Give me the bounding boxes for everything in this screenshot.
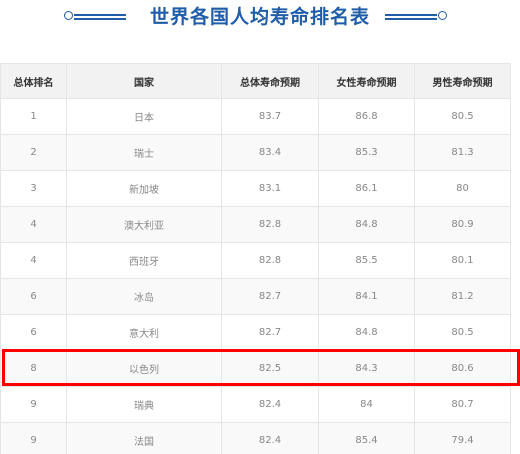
cell-male: 81.2 [414, 278, 511, 315]
cell-female: 84.8 [318, 314, 415, 351]
cell-female: 84.3 [318, 350, 415, 387]
cell-total: 82.4 [221, 422, 319, 454]
cell-female: 85.4 [318, 422, 415, 454]
title-bar: 世界各国人均寿命排名表 [0, 0, 520, 34]
cell-rank: 6 [0, 278, 67, 315]
cell-female: 85.3 [318, 134, 415, 171]
table-row: 9 瑞典 82.4 84 80.7 [0, 386, 511, 423]
cell-country: 瑞典 [66, 386, 222, 423]
table-row: 8 以色列 82.5 84.3 80.6 [0, 350, 511, 387]
life-expectancy-table: 总体排名 国家 总体寿命预期 女性寿命预期 男性寿命预期 1 日本 83.7 86.8… [0, 63, 511, 454]
cell-male: 80.1 [414, 242, 511, 279]
cell-male: 80.6 [414, 350, 511, 387]
cell-country: 瑞士 [66, 134, 222, 171]
cell-country: 以色列 [66, 350, 222, 387]
table-row: 4 西班牙 82.8 85.5 80.1 [0, 242, 511, 279]
cell-male: 79.4 [414, 422, 511, 454]
cell-male: 80 [414, 170, 511, 207]
cell-rank: 1 [0, 98, 67, 135]
title-decoration-right [385, 11, 447, 21]
cell-country: 澳大利亚 [66, 206, 222, 243]
cell-female: 86.8 [318, 98, 415, 135]
cell-country: 新加坡 [66, 170, 222, 207]
header-male: 男性寿命预期 [414, 63, 511, 99]
header-country: 国家 [66, 63, 222, 99]
cell-rank: 4 [0, 206, 67, 243]
table-row: 2 瑞士 83.4 85.3 81.3 [0, 134, 511, 171]
cell-female: 84.8 [318, 206, 415, 243]
cell-female: 86.1 [318, 170, 415, 207]
header-total: 总体寿命预期 [221, 63, 319, 99]
cell-male: 80.9 [414, 206, 511, 243]
cell-country: 西班牙 [66, 242, 222, 279]
table-header-row: 总体排名 国家 总体寿命预期 女性寿命预期 男性寿命预期 [0, 63, 511, 99]
cell-male: 81.3 [414, 134, 511, 171]
cell-male: 80.5 [414, 314, 511, 351]
cell-rank: 3 [0, 170, 67, 207]
cell-total: 82.8 [221, 242, 319, 279]
cell-total: 82.7 [221, 314, 319, 351]
cell-total: 83.1 [221, 170, 319, 207]
cell-total: 82.8 [221, 206, 319, 243]
cell-male: 80.5 [414, 98, 511, 135]
cell-rank: 8 [0, 350, 67, 387]
circle-icon [438, 11, 447, 20]
header-female: 女性寿命预期 [318, 63, 415, 99]
table-row: 6 冰岛 82.7 84.1 81.2 [0, 278, 511, 315]
cell-rank: 9 [0, 422, 67, 454]
table-body: 1 日本 83.7 86.8 80.5 2 瑞士 83.4 85.3 81.3 3 新加坡 83.1 86… [0, 98, 511, 454]
page-title: 世界各国人均寿命排名表 [149, 6, 370, 28]
table-row: 4 澳大利亚 82.8 84.8 80.9 [0, 206, 511, 243]
cell-rank: 6 [0, 314, 67, 351]
circle-icon [64, 11, 73, 20]
cell-male: 80.7 [414, 386, 511, 423]
cell-country: 意大利 [66, 314, 222, 351]
cell-country: 冰岛 [66, 278, 222, 315]
cell-country: 日本 [66, 98, 222, 135]
table-row: 9 法国 82.4 85.4 79.4 [0, 422, 511, 454]
cell-rank: 4 [0, 242, 67, 279]
cell-female: 84.1 [318, 278, 415, 315]
cell-total: 82.5 [221, 350, 319, 387]
table-row: 3 新加坡 83.1 86.1 80 [0, 170, 511, 207]
cell-female: 85.5 [318, 242, 415, 279]
title-decoration-left [64, 11, 126, 21]
cell-total: 82.7 [221, 278, 319, 315]
table-row: 6 意大利 82.7 84.8 80.5 [0, 314, 511, 351]
cell-female: 84 [318, 386, 415, 423]
header-rank: 总体排名 [0, 63, 67, 99]
cell-total: 82.4 [221, 386, 319, 423]
table-row: 1 日本 83.7 86.8 80.5 [0, 98, 511, 135]
cell-total: 83.4 [221, 134, 319, 171]
cell-country: 法国 [66, 422, 222, 454]
cell-rank: 9 [0, 386, 67, 423]
cell-rank: 2 [0, 134, 67, 171]
cell-total: 83.7 [221, 98, 319, 135]
